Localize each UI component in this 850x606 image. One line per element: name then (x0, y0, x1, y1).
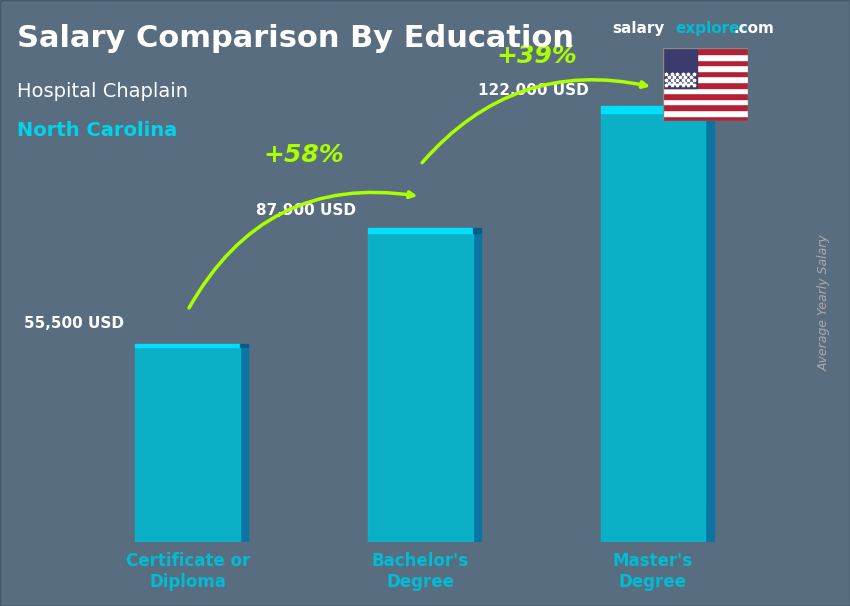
Text: North Carolina: North Carolina (17, 121, 178, 140)
Text: 87,900 USD: 87,900 USD (257, 202, 356, 218)
Bar (368, 233, 473, 542)
Bar (368, 228, 473, 233)
Bar (663, 88, 748, 93)
Text: 55,500 USD: 55,500 USD (24, 316, 124, 331)
Bar (473, 228, 481, 233)
Bar (601, 113, 705, 542)
Bar (663, 93, 748, 99)
Bar (706, 105, 714, 113)
Text: salary: salary (612, 21, 665, 36)
Bar (663, 48, 697, 88)
Bar (663, 71, 748, 76)
Bar (240, 347, 248, 542)
Bar (663, 76, 748, 82)
Bar (663, 82, 748, 88)
Bar (135, 344, 240, 347)
Text: explorer: explorer (676, 21, 748, 36)
Bar (663, 116, 748, 121)
Text: .com: .com (734, 21, 774, 36)
Bar (663, 99, 748, 104)
Bar (706, 113, 714, 542)
Text: Salary Comparison By Education: Salary Comparison By Education (17, 24, 574, 53)
Text: +39%: +39% (496, 44, 577, 68)
Bar (663, 54, 748, 59)
Text: +58%: +58% (264, 143, 344, 167)
Bar (240, 344, 248, 347)
Bar (601, 105, 705, 113)
Bar (663, 110, 748, 116)
Bar (135, 347, 240, 542)
Text: Average Yearly Salary: Average Yearly Salary (818, 235, 831, 371)
Bar (663, 65, 748, 71)
Text: 122,000 USD: 122,000 USD (479, 82, 589, 98)
Bar (473, 233, 481, 542)
Bar (663, 59, 748, 65)
Bar (663, 104, 748, 110)
Bar (663, 48, 748, 54)
Text: Hospital Chaplain: Hospital Chaplain (17, 82, 188, 101)
